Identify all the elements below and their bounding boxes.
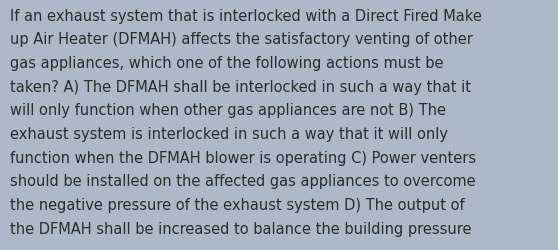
Text: If an exhaust system that is interlocked with a Direct Fired Make
up Air Heater : If an exhaust system that is interlocked… bbox=[10, 9, 482, 235]
